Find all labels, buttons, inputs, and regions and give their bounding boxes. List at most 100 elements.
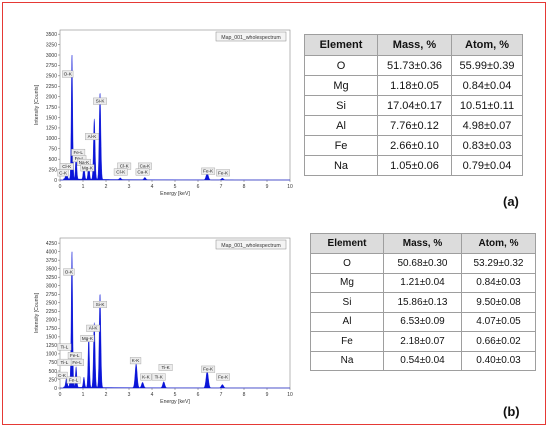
y-tick-label: 500 xyxy=(49,369,58,375)
y-tick-label: 500 xyxy=(49,157,58,163)
y-tick-label: 3750 xyxy=(46,258,57,264)
peak-label: K-K xyxy=(132,358,141,363)
y-tick-label: 2500 xyxy=(46,301,57,307)
y-tick-label: 3000 xyxy=(46,53,57,59)
y-tick-label: 2500 xyxy=(46,74,57,80)
x-tick-label: 5 xyxy=(174,392,177,398)
header-element: Element xyxy=(304,34,378,56)
peak-label: Fe-K xyxy=(218,374,229,379)
peak-label: Fe-K xyxy=(203,367,214,372)
y-tick-label: 2250 xyxy=(46,309,57,315)
peak-label-box xyxy=(57,358,72,366)
atom-cell: 4.07±0.05 xyxy=(461,311,536,332)
peak-label-box xyxy=(140,373,152,381)
peak-label-box xyxy=(67,352,82,360)
table-row: Mg 1.18±0.05 0.84±0.04 xyxy=(304,75,523,96)
x-tick-label: 1 xyxy=(82,184,85,190)
mass-cell: 2.18±0.07 xyxy=(383,331,462,352)
x-tick-label: 4 xyxy=(151,184,154,190)
peak-label-box xyxy=(66,376,81,384)
y-tick-label: 0 xyxy=(54,178,57,184)
element-cell: Fe xyxy=(310,331,384,352)
composition-table-a: Element Mass, % Atom, % O 51.73±0.36 55.99… xyxy=(304,34,523,176)
spectrum-chart-a: Map_001_wholespectrum 0 250 500 750 1000 1250 1… xyxy=(32,18,300,208)
mass-cell: 50.68±0.30 xyxy=(383,253,462,274)
table-row: O 51.73±0.36 55.99±0.39 xyxy=(304,55,523,76)
y-tick-label: 250 xyxy=(49,377,58,383)
element-cell: O xyxy=(310,253,384,274)
peak-label: Fe-L xyxy=(73,150,83,155)
element-cell: Na xyxy=(310,350,384,371)
table-row: Na 0.54±0.04 0.40±0.03 xyxy=(310,350,536,371)
x-axis-label: Energy [keV] xyxy=(160,399,190,405)
y-axis-label: Intensity [Counts] xyxy=(34,84,40,125)
peak-label: O-K xyxy=(64,72,73,77)
y-tick-label: 4250 xyxy=(46,241,57,247)
element-cell: Na xyxy=(304,155,378,176)
y-tick-label: 1250 xyxy=(46,126,57,132)
atom-cell: 4.98±0.07 xyxy=(451,115,523,136)
mass-cell: 51.73±0.36 xyxy=(377,55,452,76)
peak-label-box xyxy=(57,343,72,351)
y-tick-label: 1500 xyxy=(46,335,57,341)
peak-label-box xyxy=(63,268,75,276)
x-tick-label: 3 xyxy=(128,392,131,398)
y-tick-label: 3250 xyxy=(46,275,57,281)
peak-label: Al-K xyxy=(88,134,98,139)
element-cell: Mg xyxy=(310,272,384,293)
atom-cell: 10.51±0.11 xyxy=(451,95,523,116)
legend-box xyxy=(215,31,287,42)
x-tick-label: 8 xyxy=(243,392,246,398)
peak-label: Cl-K xyxy=(120,164,130,169)
spectrum-chart-b: Map_001_wholespectrum 0 250 500 750 1000 1250 1… xyxy=(32,226,300,416)
mass-cell: 2.66±0.10 xyxy=(377,135,452,156)
peak-label-box xyxy=(216,169,230,177)
peak-label-box xyxy=(86,324,101,332)
y-tick-label: 1750 xyxy=(46,326,57,332)
y-tick-label: 2750 xyxy=(46,292,57,298)
atom-cell: 53.29±0.32 xyxy=(461,253,536,274)
header-element: Element xyxy=(310,233,384,254)
mass-cell: 6.53±0.09 xyxy=(383,311,462,332)
y-tick-label: 250 xyxy=(49,167,58,173)
header-mass: Mass, % xyxy=(377,34,452,56)
peak-label: Mg-K xyxy=(82,336,94,341)
composition-table-b: Element Mass, % Atom, % O 50.68±0.30 53.29… xyxy=(310,233,536,371)
x-tick-label: 8 xyxy=(243,184,246,190)
y-tick-label: 2250 xyxy=(46,84,57,90)
caption-b: (b) xyxy=(503,404,520,419)
y-tick-label: 2000 xyxy=(46,318,57,324)
table-row: Na 1.05±0.06 0.79±0.04 xyxy=(304,155,523,176)
atom-cell: 0.84±0.03 xyxy=(461,272,536,293)
peak-label: Ca-K xyxy=(140,164,151,169)
atom-cell: 0.84±0.04 xyxy=(451,75,523,96)
spectrum-series xyxy=(60,55,291,181)
y-tick-label: 2750 xyxy=(46,63,57,69)
mass-cell: 7.76±0.12 xyxy=(377,115,452,136)
peak-label: C-K xyxy=(59,170,68,175)
element-cell: Si xyxy=(310,292,384,313)
x-tick-label: 3 xyxy=(128,184,131,190)
caption-a: (a) xyxy=(503,194,519,209)
legend-box xyxy=(215,239,287,250)
x-tick-label: 4 xyxy=(151,392,154,398)
y-tick-label: 3250 xyxy=(46,42,57,48)
header-mass: Mass, % xyxy=(383,233,462,254)
element-cell: Si xyxy=(304,95,378,116)
x-tick-label: 0 xyxy=(59,184,62,190)
peak-label: O-K xyxy=(65,269,74,274)
y-tick-label: 1250 xyxy=(46,343,57,349)
peak-label-box xyxy=(201,167,216,175)
mass-cell: 1.05±0.06 xyxy=(377,155,452,176)
atom-cell: 55.99±0.39 xyxy=(451,55,523,76)
peak-label: Fe-L xyxy=(69,378,79,383)
peak-label-box xyxy=(129,357,142,365)
plot-area xyxy=(59,29,291,181)
peak-label: Fe-K xyxy=(203,169,214,174)
x-tick-label: 7 xyxy=(220,392,223,398)
peak-label-box xyxy=(80,164,95,172)
peak-label: Fe-L xyxy=(70,353,80,358)
header-atom: Atom, % xyxy=(461,233,536,254)
peak-label: Ti-L xyxy=(61,344,69,349)
spectrum-series xyxy=(60,251,291,389)
